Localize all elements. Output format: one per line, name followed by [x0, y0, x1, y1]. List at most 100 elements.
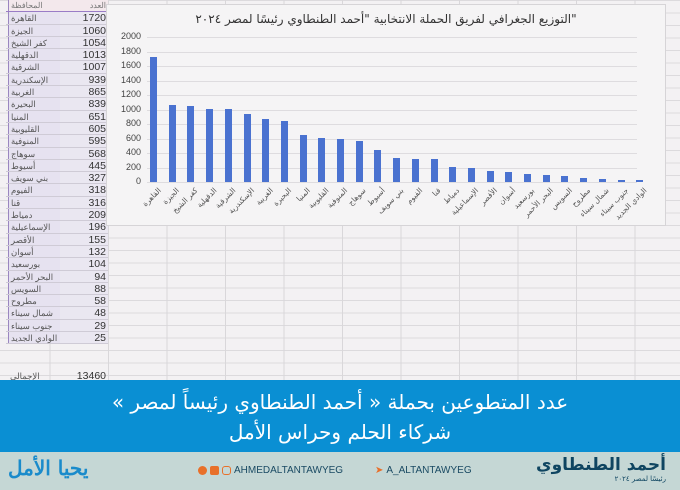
value-cell[interactable]: 155	[60, 233, 108, 246]
value-cell[interactable]: 595	[60, 135, 108, 147]
bar[interactable]	[393, 158, 401, 182]
governorate-cell[interactable]: البحيرة	[8, 98, 60, 110]
value-cell[interactable]: 1013	[60, 49, 108, 61]
social-handles: AHMEDALTANTAWYEG	[198, 465, 343, 476]
bar[interactable]	[299, 134, 307, 182]
value-cell[interactable]: 196	[60, 221, 108, 233]
value-cell[interactable]: 1007	[60, 61, 108, 73]
table-row: 88 السويس	[6, 282, 108, 296]
facebook-icon	[198, 466, 207, 475]
governorate-cell[interactable]: السويس	[8, 282, 60, 295]
value-cell[interactable]: 29	[60, 319, 108, 332]
bar[interactable]	[617, 179, 625, 182]
value-cell[interactable]: 939	[60, 73, 108, 86]
value-cell[interactable]: 209	[60, 209, 108, 221]
bar[interactable]	[337, 138, 344, 182]
bar[interactable]	[243, 113, 251, 182]
y-tick-label: 200	[125, 161, 141, 172]
value-cell[interactable]: 839	[60, 98, 108, 110]
bar[interactable]	[449, 166, 457, 182]
value-cell[interactable]: 605	[60, 122, 108, 135]
governorate-cell[interactable]: البحر الأحمر	[8, 270, 60, 282]
bar[interactable]	[561, 175, 569, 182]
bar[interactable]	[374, 149, 382, 182]
bar[interactable]	[224, 108, 232, 182]
bar[interactable]	[187, 105, 195, 182]
bar[interactable]	[636, 180, 644, 182]
value-cell[interactable]: 1054	[60, 36, 108, 49]
table-row: 94 البحر الأحمر	[6, 270, 108, 283]
bar[interactable]	[280, 121, 288, 182]
table-row: 209 دمياط	[6, 209, 108, 222]
bar[interactable]	[598, 178, 606, 182]
value-cell[interactable]: 104	[60, 258, 108, 270]
governorate-cell[interactable]: أسوان	[8, 245, 60, 258]
bar[interactable]	[580, 177, 588, 182]
header-value[interactable]: العدد	[60, 0, 108, 12]
total-label[interactable]: الإجمالي	[10, 371, 40, 381]
governorate-cell[interactable]: كفر الشيخ	[8, 36, 60, 49]
value-cell[interactable]: 94	[60, 270, 108, 283]
table-row: 939 الإسكندرية	[6, 73, 108, 87]
table-row: 196 الإسماعيلية	[6, 221, 108, 234]
governorate-cell[interactable]: شمال سيناء	[8, 307, 60, 319]
governorate-cell[interactable]: القليوبية	[8, 122, 60, 135]
bar[interactable]	[150, 57, 157, 182]
governorate-cell[interactable]: المنيا	[8, 110, 60, 122]
bar[interactable]	[524, 174, 531, 182]
governorate-cell[interactable]: قنا	[8, 196, 60, 209]
bar[interactable]	[505, 172, 513, 182]
governorate-cell[interactable]: الجيزة	[8, 24, 60, 36]
bar[interactable]	[262, 119, 270, 182]
governorate-cell[interactable]: الغربية	[8, 86, 60, 98]
governorate-cell[interactable]: الإسكندرية	[8, 73, 60, 86]
bar[interactable]	[355, 140, 363, 182]
governorate-cell[interactable]: الشرقية	[8, 61, 60, 73]
value-cell[interactable]: 25	[60, 332, 108, 344]
value-cell[interactable]: 318	[60, 184, 108, 196]
governorate-cell[interactable]: أسيوط	[8, 159, 60, 172]
header-governorate[interactable]: المحافظة	[8, 0, 60, 12]
governorate-cell[interactable]: سوهاج	[8, 147, 60, 159]
governorate-cell[interactable]: الأقصر	[8, 233, 60, 245]
governorate-cell[interactable]: المنوفية	[8, 135, 60, 147]
value-cell[interactable]: 48	[60, 307, 108, 319]
bar[interactable]	[168, 105, 176, 182]
value-cell[interactable]: 1060	[60, 24, 108, 37]
footer: يحيا الأمل AHMEDALTANTAWYEG ➤ A_ALTANTAW…	[0, 452, 680, 490]
governorate-cell[interactable]: بورسعيد	[8, 258, 60, 270]
gridline	[147, 124, 637, 125]
value-cell[interactable]: 88	[60, 282, 108, 295]
bar[interactable]	[206, 108, 214, 182]
value-cell[interactable]: 327	[60, 172, 108, 184]
gridline	[147, 109, 637, 111]
bar-chart[interactable]: "التوزيع الجغرافي لفريق الحملة الانتخابي…	[106, 4, 666, 226]
value-cell[interactable]: 316	[60, 196, 108, 209]
value-cell[interactable]: 651	[60, 110, 108, 123]
governorate-cell[interactable]: الدقهلية	[8, 49, 60, 61]
value-cell[interactable]: 58	[60, 295, 108, 307]
governorate-cell[interactable]: جنوب سيناء	[8, 319, 60, 332]
governorate-cell[interactable]: دمياط	[8, 209, 60, 221]
bar[interactable]	[542, 175, 550, 182]
bar[interactable]	[318, 138, 326, 182]
total-value[interactable]: 13460	[76, 370, 106, 382]
table-row: 1054 كفر الشيخ	[6, 36, 108, 50]
value-cell[interactable]: 865	[60, 86, 108, 98]
governorate-cell[interactable]: مطروح	[8, 295, 60, 307]
value-cell[interactable]: 445	[60, 159, 108, 172]
value-cell[interactable]: 568	[60, 147, 108, 160]
governorate-cell[interactable]: الإسماعيلية	[8, 221, 60, 233]
governorate-cell[interactable]: القاهرة	[8, 12, 60, 24]
bar[interactable]	[486, 170, 494, 182]
bar[interactable]	[467, 167, 475, 182]
value-cell[interactable]: 1720	[60, 12, 108, 24]
governorate-cell[interactable]: الفيوم	[8, 184, 60, 196]
value-cell[interactable]: 132	[60, 245, 108, 258]
chart-title: "التوزيع الجغرافي لفريق الحملة الانتخابي…	[195, 12, 577, 26]
governorate-cell[interactable]: بني سويف	[8, 172, 60, 184]
bar[interactable]	[430, 159, 438, 182]
bar[interactable]	[411, 158, 419, 182]
governorate-cell[interactable]: الوادي الجديد	[8, 332, 60, 344]
y-tick-label: 800	[125, 118, 141, 128]
